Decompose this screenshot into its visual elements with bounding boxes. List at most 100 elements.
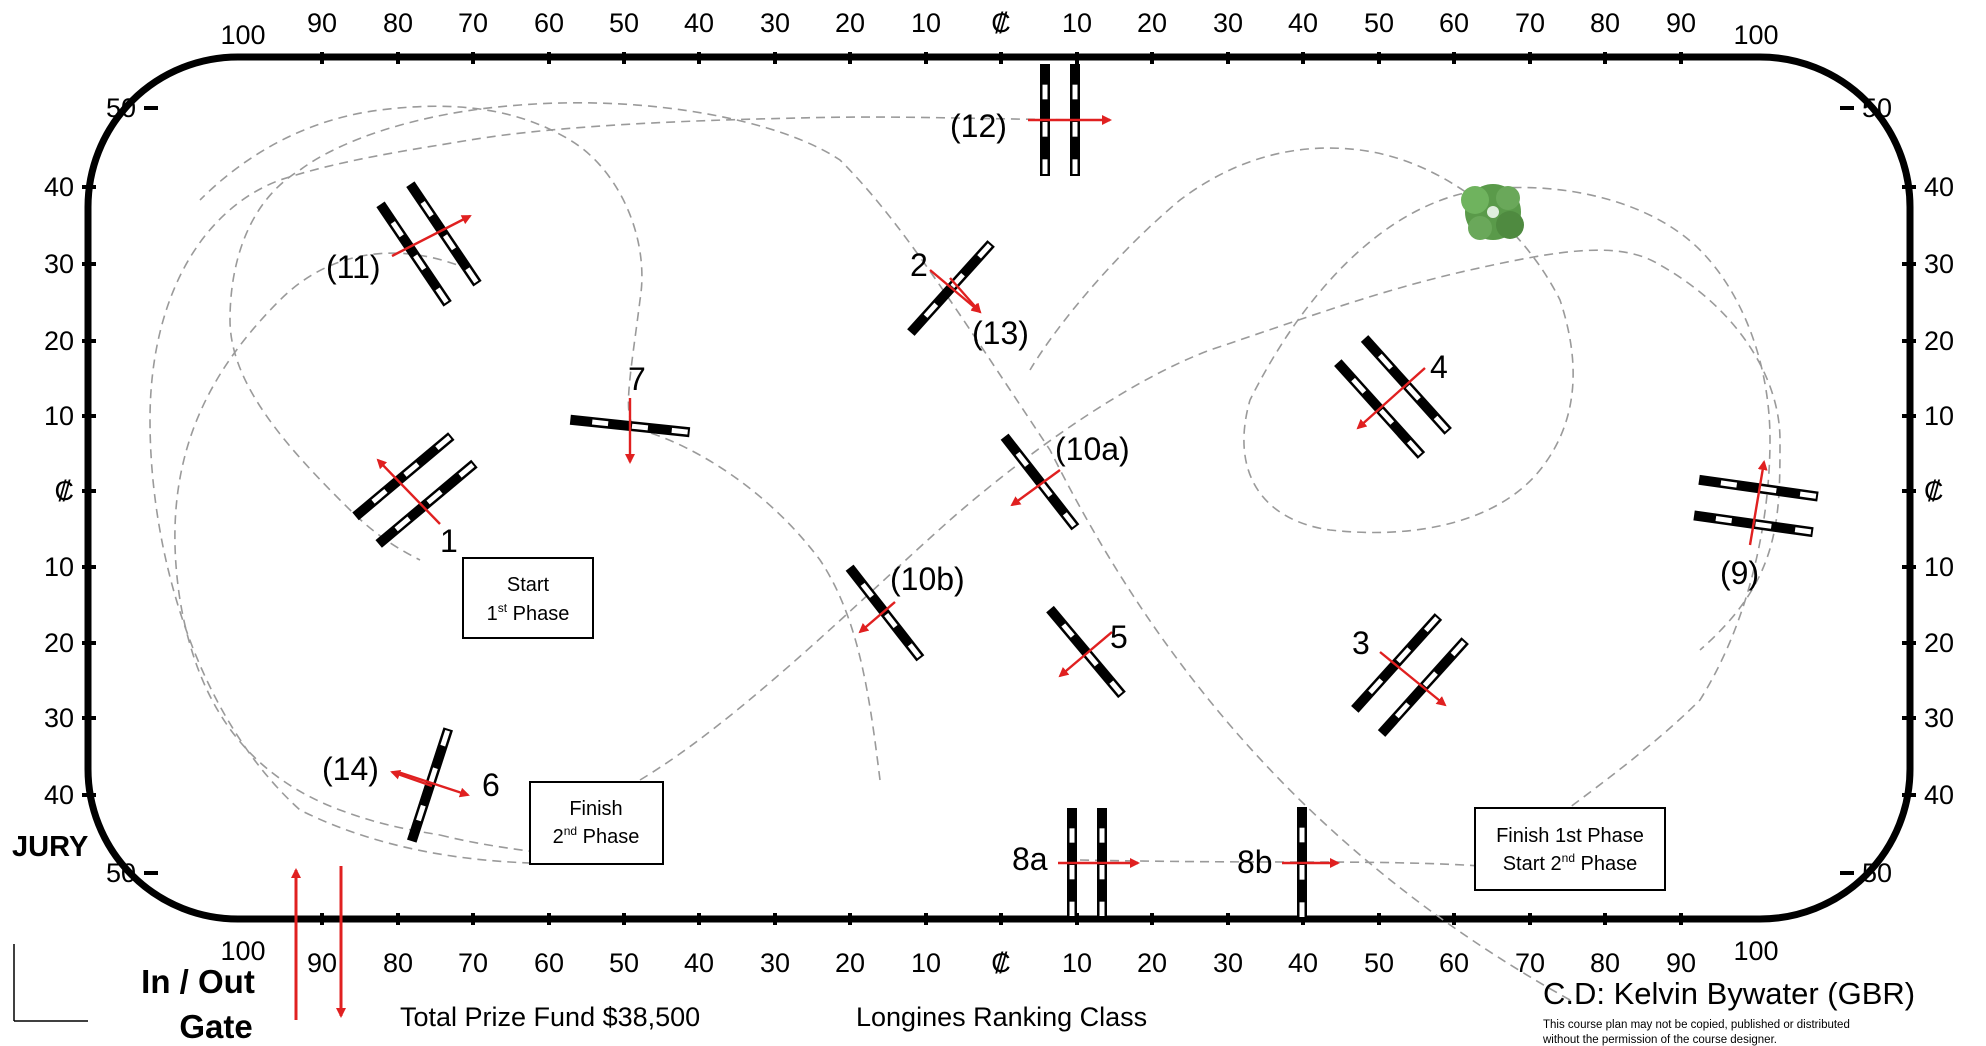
- start-first-phase-box: Start 1st Phase: [463, 558, 593, 638]
- top-tick-label: 30: [1213, 8, 1243, 38]
- top-tick-label: 60: [1439, 8, 1469, 38]
- gate-label-line2: Gate: [179, 1008, 252, 1045]
- fence-label-7: 7: [628, 361, 646, 397]
- bottom-tick-label: 60: [534, 948, 564, 978]
- top-tick-label: 90: [307, 8, 337, 38]
- bottom-tick-label: 70: [1515, 948, 1545, 978]
- fence-label-11: (11): [326, 249, 381, 285]
- bottom-tick-label: 10: [911, 948, 941, 978]
- right-tick-label: 20: [1924, 628, 1954, 658]
- top-tick-label: 90: [1666, 8, 1696, 38]
- bottom-tick-label: 50: [609, 948, 639, 978]
- finish1-box-line1: Finish 1st Phase: [1496, 825, 1644, 847]
- left-tick-label: 10: [44, 401, 74, 431]
- prize-fund-text: Total Prize Fund $38,500: [400, 1002, 700, 1032]
- left-tick-label: 40: [44, 172, 74, 202]
- top-tick-label: ₡: [991, 8, 1011, 38]
- right-tick-label: 50: [1862, 858, 1892, 888]
- bottom-tick-label: 20: [1137, 948, 1167, 978]
- left-tick-label: 50: [106, 858, 136, 888]
- jury-label: JURY: [12, 831, 88, 863]
- bottom-tick-label: 20: [835, 948, 865, 978]
- left-tick-label: 30: [44, 703, 74, 733]
- fence-label-8a: 8a: [1012, 841, 1048, 877]
- designer-credit: C.D: Kelvin Bywater (GBR): [1543, 976, 1915, 1011]
- bottom-tick-label: 70: [458, 948, 488, 978]
- right-tick-label: 10: [1924, 401, 1954, 431]
- bottom-tick-label: ₡: [991, 948, 1011, 978]
- top-tick-label: 70: [458, 8, 488, 38]
- fence-label-10b: (10b): [890, 561, 965, 597]
- fence-label-10a: (10a): [1055, 431, 1130, 467]
- left-tick-label: 20: [44, 326, 74, 356]
- top-tick-label: 40: [1288, 8, 1318, 38]
- finish2-box-line1: Finish: [569, 798, 622, 820]
- fence-label-5: 5: [1110, 619, 1128, 655]
- left-axis-ticks: 50 40 30 20 10 ₡ 10 20 30 40 50: [44, 93, 158, 888]
- bottom-tick-label: 80: [1590, 948, 1620, 978]
- left-tick-label: 30: [44, 249, 74, 279]
- bush-decoration: [1461, 184, 1524, 240]
- bottom-tick-label: 90: [1666, 948, 1696, 978]
- top-tick-label: 50: [609, 8, 639, 38]
- fence-label-3: 3: [1352, 625, 1370, 661]
- right-tick-label: 30: [1924, 703, 1954, 733]
- fence-label-6: 6: [482, 767, 500, 803]
- right-axis-ticks: 50 40 30 20 10 ₡ 10 20 30 40 50: [1840, 93, 1954, 888]
- bottom-tick-label: 40: [1288, 948, 1318, 978]
- fence-label-2: 2: [910, 247, 928, 283]
- fence-label-8b: 8b: [1237, 844, 1273, 880]
- fence-11-back: [406, 181, 481, 286]
- right-tick-label: 50: [1862, 93, 1892, 123]
- top-tick-label: 10: [911, 8, 941, 38]
- gate-arrows: [296, 866, 341, 1020]
- copyright-notice-line2: without the permission of the course des…: [1542, 1034, 1777, 1046]
- start-box-line1: Start: [507, 574, 550, 596]
- top-tick-label: 20: [1137, 8, 1167, 38]
- fence-11-front: [376, 202, 451, 307]
- bottom-tick-label: 100: [220, 936, 265, 966]
- top-tick-label: 100: [1733, 20, 1778, 50]
- arena-boundary: [88, 57, 1910, 919]
- left-tick-label: 50: [106, 93, 136, 123]
- finish-second-phase-box: Finish 2nd Phase: [530, 782, 663, 864]
- top-tick-label: 10: [1062, 8, 1092, 38]
- right-tick-label: 40: [1924, 780, 1954, 810]
- left-tick-label: 40: [44, 780, 74, 810]
- top-tick-label: 80: [1590, 8, 1620, 38]
- right-tick-label: 20: [1924, 326, 1954, 356]
- left-tick-label: ₡: [55, 476, 75, 506]
- bottom-tick-label: 90: [307, 948, 337, 978]
- bottom-tick-label: 40: [684, 948, 714, 978]
- copyright-notice-line1: This course plan may not be copied, publ…: [1543, 1019, 1850, 1031]
- bottom-tick-label: 10: [1062, 948, 1092, 978]
- left-tick-label: 10: [44, 552, 74, 582]
- arrow-13: [950, 278, 980, 312]
- fence-label-12: (12): [950, 108, 1007, 144]
- top-tick-label: 80: [383, 8, 413, 38]
- bottom-tick-label: 100: [1733, 936, 1778, 966]
- arrow-14: [392, 772, 432, 786]
- top-tick-label: 40: [684, 8, 714, 38]
- fence-label-14: (14): [322, 751, 379, 787]
- fence-label-1: 1: [440, 523, 458, 559]
- top-tick-label: 70: [1515, 8, 1545, 38]
- fence-label-13: (13): [972, 315, 1029, 351]
- top-tick-label: 50: [1364, 8, 1394, 38]
- top-tick-label: 100: [220, 20, 265, 50]
- right-tick-label: 40: [1924, 172, 1954, 202]
- bottom-tick-label: 30: [760, 948, 790, 978]
- bottom-axis-ticks: 100 90 80 70 60 50 40 30 20 10 ₡ 10 20 30 40 50 60 70 80 90…: [220, 913, 1778, 978]
- top-tick-label: 60: [534, 8, 564, 38]
- right-tick-label: 10: [1924, 552, 1954, 582]
- class-name-text: Longines Ranking Class: [856, 1002, 1147, 1032]
- fence-1-back: [352, 432, 454, 520]
- right-tick-label: ₡: [1924, 476, 1944, 506]
- finish-first-start-second-box: Finish 1st Phase Start 2nd Phase: [1475, 808, 1665, 890]
- bottom-tick-label: 60: [1439, 948, 1469, 978]
- top-tick-label: 20: [835, 8, 865, 38]
- right-tick-label: 30: [1924, 249, 1954, 279]
- left-tick-label: 20: [44, 628, 74, 658]
